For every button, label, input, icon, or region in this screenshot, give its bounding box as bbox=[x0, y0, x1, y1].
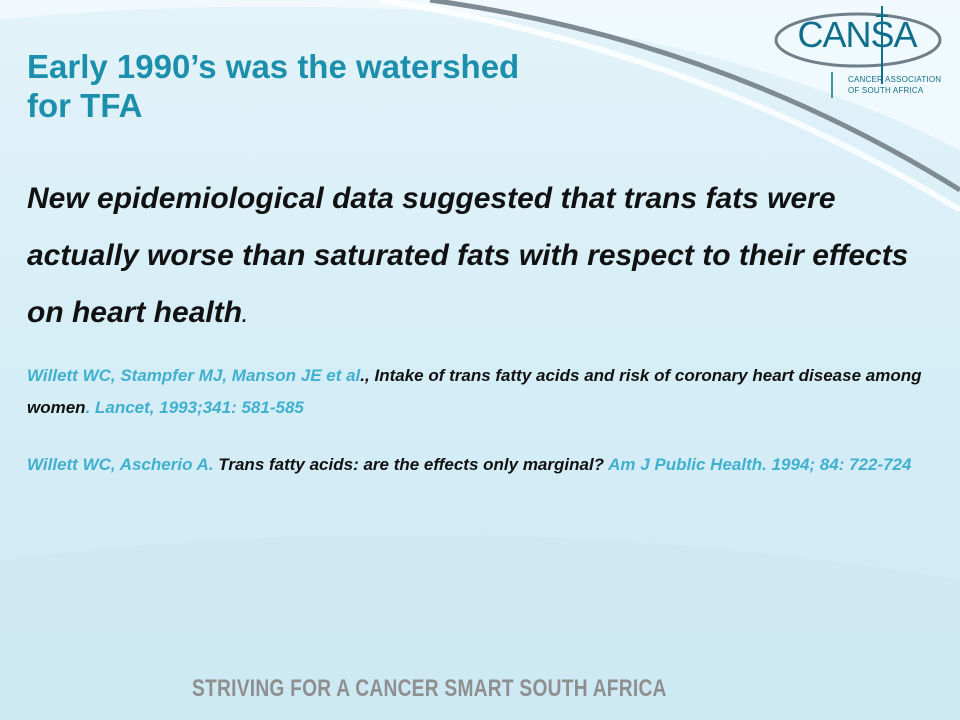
reference-2: Willett WC, Ascherio A. Trans fatty acid… bbox=[27, 452, 933, 478]
reference-1-authors: Willett WC, Stampfer MJ, Manson JE et al bbox=[27, 366, 361, 385]
slide-title-line1: Early 1990’s was the watershed bbox=[27, 48, 520, 85]
reference-1-title: ., Intake of trans fatty acids and risk … bbox=[27, 366, 922, 417]
slide-body-text: New epidemiological data suggested that … bbox=[27, 182, 909, 329]
footer-tagline: STRIVING FOR A CANCER SMART SOUTH AFRICA bbox=[192, 675, 667, 702]
slide-title-line2: for TFA bbox=[27, 86, 143, 124]
cansa-logo: CANSA CANCER ASSOCIATION OF SOUTH AFRICA bbox=[772, 4, 944, 104]
reference-1-citation: . Lancet, 1993;341: 581-585 bbox=[85, 398, 304, 417]
reference-1: Willett WC, Stampfer MJ, Manson JE et al… bbox=[27, 360, 937, 424]
reference-2-title: Trans fatty acids: are the effects only … bbox=[218, 455, 605, 474]
logo-subtitle-line1: CANCER ASSOCIATION bbox=[848, 75, 942, 84]
logo-subtitle-line2: OF SOUTH AFRICA bbox=[848, 86, 924, 95]
reference-2-authors: Willett WC, Ascherio A. bbox=[27, 455, 219, 474]
reference-2-citation: Am J Public Health. 1994; 84: 722-724 bbox=[604, 455, 912, 474]
slide-title: Early 1990’s was the watershed for TFA bbox=[27, 48, 747, 125]
slide-body-period: . bbox=[242, 306, 248, 326]
logo-wordmark: CANSA bbox=[797, 14, 917, 55]
slide-body: New epidemiological data suggested that … bbox=[27, 170, 927, 345]
logo-ring-icon bbox=[774, 6, 942, 98]
